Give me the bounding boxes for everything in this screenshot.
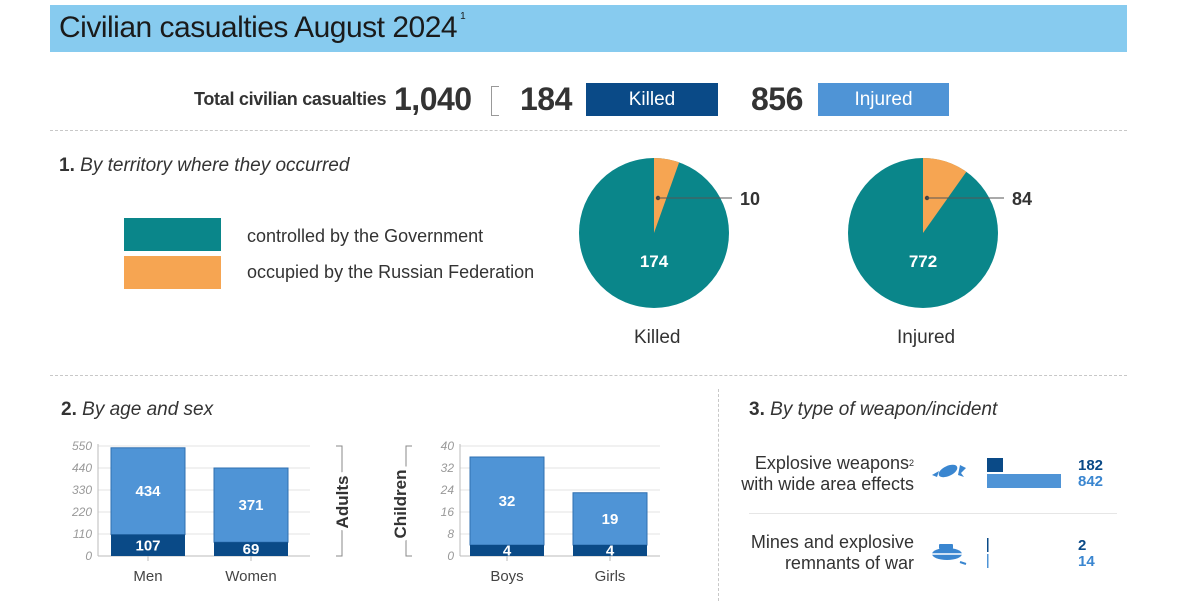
y-tick-children-32: 32 bbox=[441, 461, 455, 475]
pie-title-injured: Injured bbox=[897, 327, 956, 348]
label-women-injured: 371 bbox=[238, 497, 263, 514]
x-label-men: Men bbox=[133, 568, 162, 585]
pie-killed-government-label: 174 bbox=[640, 252, 669, 271]
section1-title: 1. By territory where they occurred bbox=[59, 155, 350, 176]
bar-explosive-injured bbox=[987, 474, 1061, 488]
injured-total-value: 856 bbox=[751, 81, 803, 117]
total-label: Total civilian casualties bbox=[194, 89, 387, 109]
bar-women-injured bbox=[213, 467, 289, 543]
y-tick-children-40: 40 bbox=[441, 439, 455, 453]
weapon-label-explosive: Explosive weapons2 with wide area effect… bbox=[741, 453, 914, 494]
y-tick-adults-330: 330 bbox=[72, 483, 92, 497]
value-mines-injured: 14 bbox=[1078, 553, 1095, 570]
legend-swatch-government bbox=[124, 218, 221, 251]
legend-swatch-occupied bbox=[124, 256, 221, 289]
y-tick-adults-0: 0 bbox=[85, 549, 92, 563]
killed-total-value: 184 bbox=[520, 81, 572, 117]
children-bracket bbox=[405, 445, 412, 557]
adults-bracket bbox=[336, 445, 343, 557]
legend-label-occupied: occupied by the Russian Federation bbox=[247, 262, 535, 282]
label-girls-injured: 19 bbox=[602, 511, 619, 528]
pie-charts: 10 174 84 772 bbox=[579, 158, 1032, 308]
label-men-killed: 107 bbox=[135, 537, 160, 554]
bar-boys-injured bbox=[469, 456, 545, 546]
injured-pill: Injured bbox=[818, 83, 949, 116]
x-label-women: Women bbox=[225, 568, 276, 585]
value-explosive-killed: 182 bbox=[1078, 457, 1103, 474]
killed-pill: Killed bbox=[586, 83, 718, 116]
divider-top bbox=[50, 130, 1127, 131]
y-tick-adults-220: 220 bbox=[71, 505, 92, 519]
y-tick-adults-440: 440 bbox=[72, 461, 92, 475]
y-tick-children-24: 24 bbox=[440, 483, 455, 497]
adults-label: Adults bbox=[333, 476, 352, 529]
divider-weapon bbox=[749, 513, 1117, 514]
label-girls-killed: 4 bbox=[606, 543, 615, 560]
bar-boys-killed bbox=[470, 545, 544, 556]
y-tick-children-8: 8 bbox=[447, 527, 454, 541]
pie-injured-occupied-slice bbox=[923, 158, 967, 233]
bar-men-injured bbox=[110, 447, 186, 536]
pie-killed-occupied-slice bbox=[654, 158, 680, 233]
y-tick-children-0: 0 bbox=[447, 549, 454, 563]
bar-girls-killed bbox=[573, 545, 647, 556]
pie-injured-occupied-label: 84 bbox=[1012, 189, 1032, 209]
label-boys-killed: 4 bbox=[503, 543, 512, 560]
y-tick-adults-550: 550 bbox=[72, 439, 92, 453]
x-label-boys: Boys bbox=[490, 568, 523, 585]
label-boys-injured: 32 bbox=[499, 493, 516, 510]
total-value: 1,040 bbox=[394, 81, 472, 117]
bar-mines-injured bbox=[987, 554, 989, 568]
label-men-injured: 434 bbox=[135, 483, 161, 500]
bar-mines-killed bbox=[987, 538, 989, 552]
total-bracket bbox=[491, 86, 499, 116]
weapon-label-mines: Mines and explosive remnants of war bbox=[750, 532, 914, 573]
pie-injured-government-label: 772 bbox=[909, 252, 937, 271]
title-footnote: 1 bbox=[460, 11, 466, 22]
pie-killed-occupied-label: 10 bbox=[740, 189, 760, 209]
section2-title: 2. By age and sex bbox=[61, 399, 214, 420]
x-label-girls: Girls bbox=[595, 568, 626, 585]
section3-title: 3. By type of weapon/incident bbox=[749, 399, 998, 420]
divider-vertical bbox=[718, 389, 719, 601]
title-bar: Civilian casualties August 2024 1 bbox=[50, 5, 1127, 52]
bar-women-killed bbox=[214, 542, 288, 556]
y-tick-adults-110: 110 bbox=[73, 527, 92, 541]
pie-injured-leader-dot bbox=[924, 195, 930, 201]
explosive-icon bbox=[928, 461, 968, 486]
page-title: Civilian casualties August 2024 1 bbox=[59, 11, 466, 44]
pie-title-killed: Killed bbox=[634, 327, 681, 348]
legend-label-government: controlled by the Government bbox=[247, 226, 484, 246]
bar-explosive-killed bbox=[987, 458, 1003, 472]
bar-men-killed bbox=[111, 534, 185, 556]
value-explosive-injured: 842 bbox=[1078, 473, 1103, 490]
y-tick-children-16: 16 bbox=[441, 505, 455, 519]
bar-girls-injured bbox=[572, 492, 648, 546]
label-women-killed: 69 bbox=[243, 541, 260, 558]
children-label: Children bbox=[391, 470, 410, 539]
divider-middle bbox=[50, 375, 1127, 376]
mine-icon bbox=[930, 542, 970, 571]
value-mines-killed: 2 bbox=[1078, 537, 1086, 554]
